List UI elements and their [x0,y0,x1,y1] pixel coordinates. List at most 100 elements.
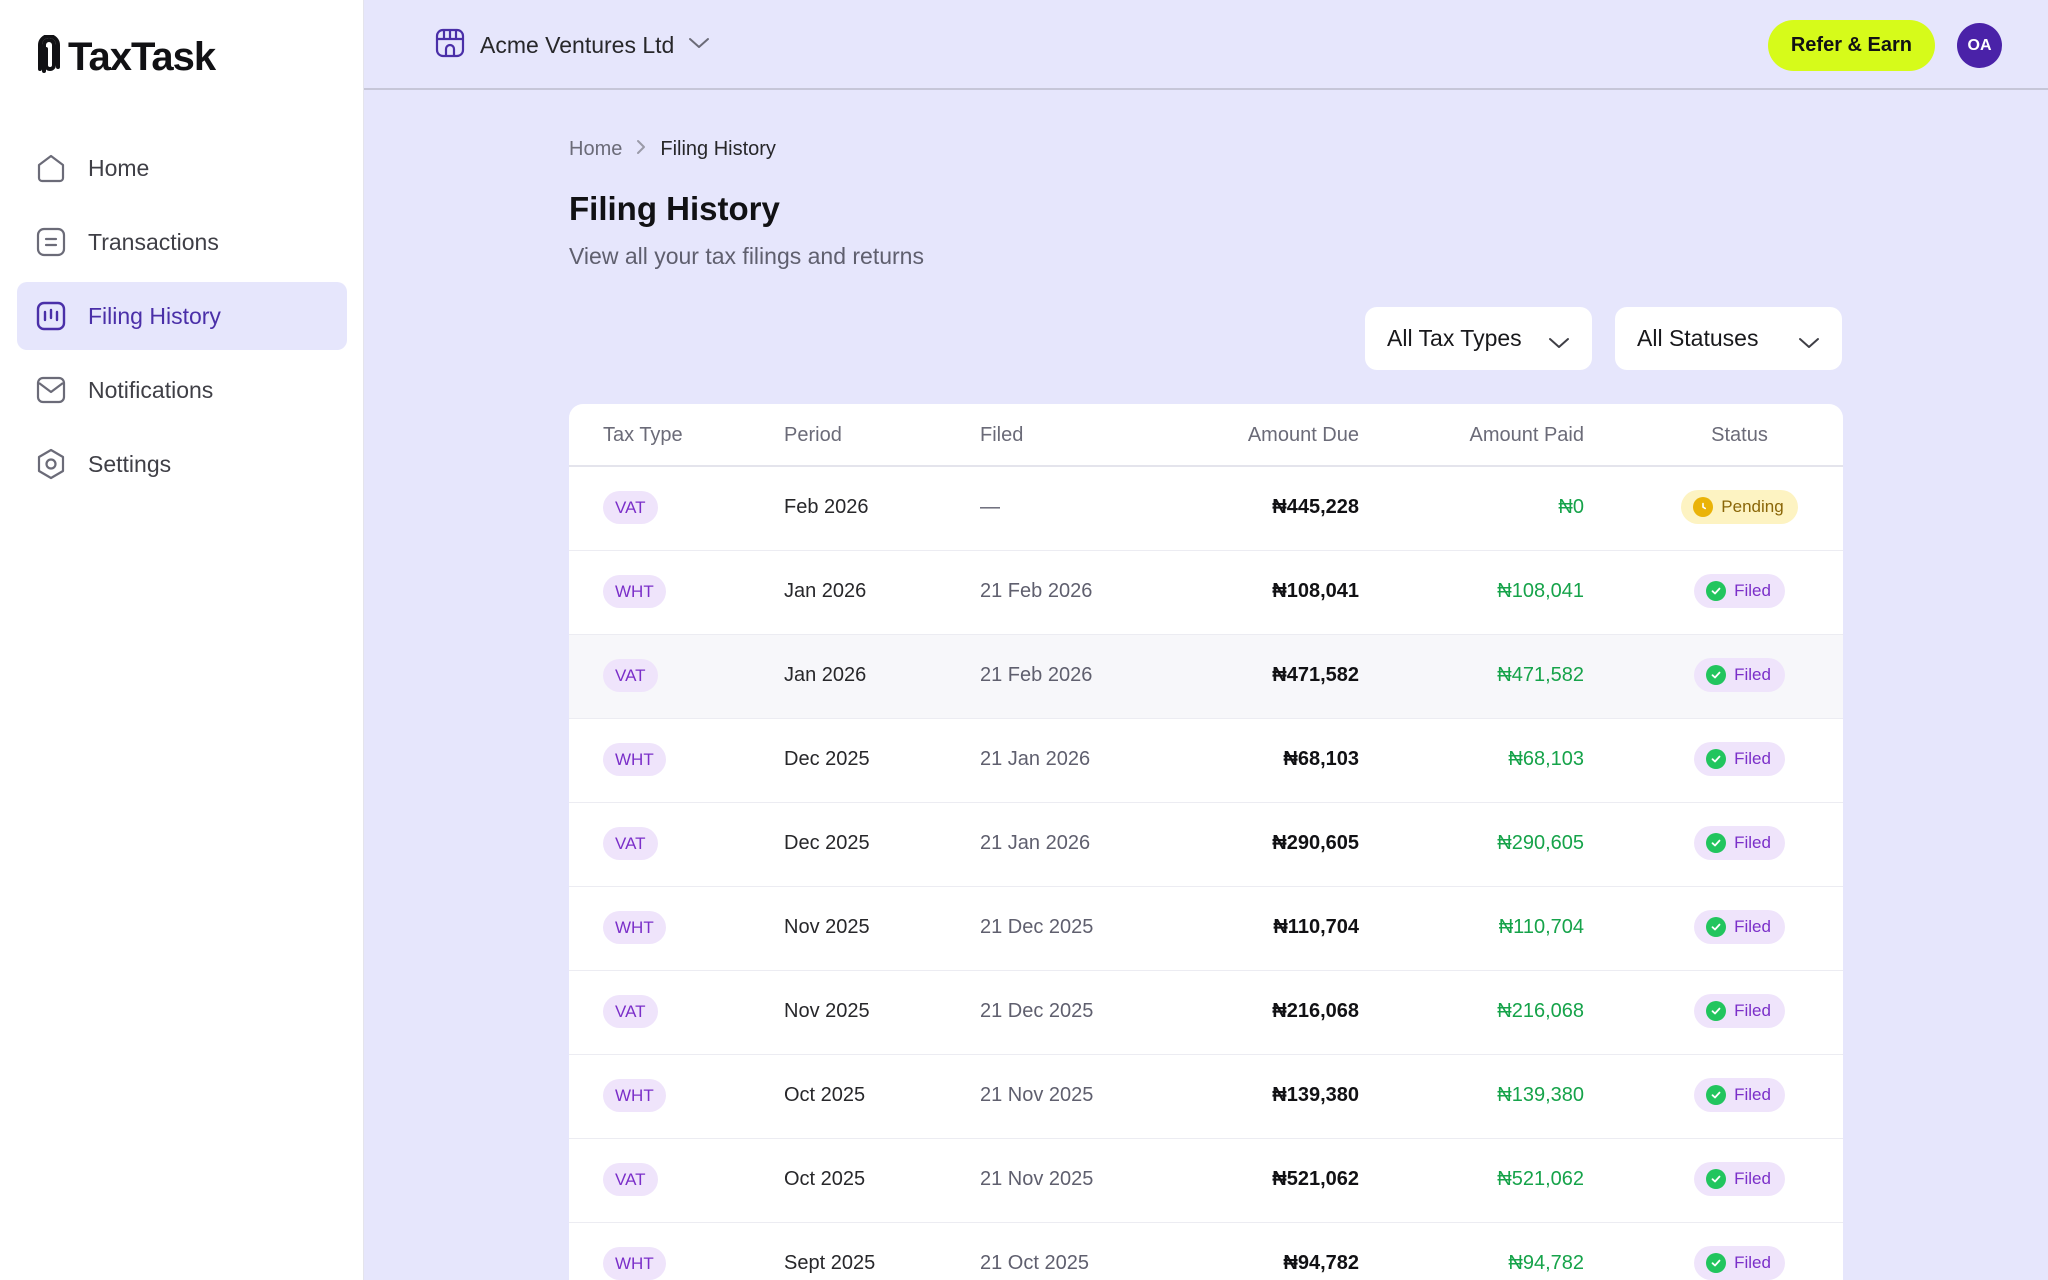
tax-type-tag: VAT [603,659,658,692]
filed-date-cell: — [980,496,1000,518]
page-title: Filing History [569,190,780,227]
table-row[interactable]: WHT Jan 2026 21 Feb 2026 ₦108,041 ₦108,0… [569,551,1843,635]
avatar[interactable]: OA [1957,23,2002,68]
amount-due-cell: ₦94,782 [1283,1252,1359,1274]
breadcrumb-home-link[interactable]: Home [569,138,623,160]
tax-type-tag: VAT [603,1163,658,1196]
page-subtitle: View all your tax filings and returns [569,243,924,269]
check-circle-icon [1706,1253,1727,1273]
period-cell: Dec 2025 [784,748,870,770]
status-badge: Filed [1694,994,1785,1028]
amount-paid-cell: ₦108,041 [1497,580,1584,602]
status-cell: Filed [1653,658,1826,692]
table-row[interactable]: WHT Sept 2025 21 Oct 2025 ₦94,782 ₦94,78… [569,1223,1843,1280]
filed-date-cell: 21 Nov 2025 [980,1084,1094,1106]
status-badge: Filed [1694,658,1785,692]
tax-type-filter-select[interactable]: All Tax Types [1365,307,1592,370]
breadcrumb: Home Filing History [569,138,776,161]
period-cell: Jan 2026 [784,580,867,602]
tax-type-tag: WHT [603,1079,666,1112]
column-header-tax-type: Tax Type [603,424,683,446]
table-row[interactable]: VAT Jan 2026 21 Feb 2026 ₦471,582 ₦471,5… [569,635,1843,719]
sidebar-item-label: Settings [88,450,172,477]
chevron-right-icon [636,138,646,161]
table-row[interactable]: WHT Nov 2025 21 Dec 2025 ₦110,704 ₦110,7… [569,887,1843,971]
amount-paid-cell: ₦471,582 [1497,664,1584,686]
period-cell: Sept 2025 [784,1252,876,1274]
filed-date-cell: 21 Feb 2026 [980,664,1093,686]
amount-paid-cell: ₦0 [1558,496,1584,518]
status-filter-select[interactable]: All Statuses [1615,307,1842,370]
status-label: Filed [1734,665,1771,684]
status-label: Filed [1734,1085,1771,1104]
tax-type-cell: WHT [603,1079,666,1112]
status-badge: Filed [1694,1162,1785,1196]
status-label: Filed [1734,749,1771,768]
filed-date-cell: 21 Dec 2025 [980,916,1094,938]
clock-icon [1693,497,1714,517]
amount-due-cell: ₦108,041 [1272,580,1359,602]
status-badge: Filed [1694,826,1785,860]
status-cell: Filed [1653,994,1826,1028]
tax-type-tag: WHT [603,575,666,608]
refer-and-earn-button[interactable]: Refer & Earn [1767,20,1935,71]
tax-type-cell: WHT [603,1247,666,1280]
tax-type-tag: WHT [603,1247,666,1280]
tax-type-tag: WHT [603,911,666,944]
filed-date-cell: 21 Nov 2025 [980,1168,1094,1190]
amount-due-cell: ₦110,704 [1273,916,1359,938]
check-circle-icon [1706,833,1727,853]
column-header-amount-due: Amount Due [1247,424,1359,446]
top-bar: Acme Ventures Ltd Refer & Earn OA [364,0,2048,90]
sidebar-item-filing-history[interactable]: Filing History [17,282,347,350]
tax-type-tag: VAT [603,995,658,1028]
app-name: TaxTask [68,34,216,79]
table-row[interactable]: WHT Oct 2025 21 Nov 2025 ₦139,380 ₦139,3… [569,1055,1843,1139]
status-label: Filed [1734,917,1771,936]
column-header-period: Period [784,424,842,446]
table-row[interactable]: WHT Dec 2025 21 Jan 2026 ₦68,103 ₦68,103… [569,719,1843,803]
gear-icon [34,447,68,481]
sidebar-item-transactions[interactable]: Transactions [17,208,347,276]
period-cell: Nov 2025 [784,1000,870,1022]
company-name: Acme Ventures Ltd [480,32,675,58]
sidebar-item-notifications[interactable]: Notifications [17,356,347,424]
status-cell: Filed [1653,910,1826,944]
status-label: Filed [1734,1001,1771,1020]
status-filter-value: All Statuses [1637,325,1759,351]
status-badge: Filed [1694,1078,1785,1112]
table-row[interactable]: VAT Feb 2026 — ₦445,228 ₦0 Pending [569,467,1843,551]
amount-paid-cell: ₦290,605 [1497,832,1584,854]
check-circle-icon [1706,581,1727,601]
sidebar-item-settings[interactable]: Settings [17,430,347,498]
tax-type-cell: VAT [603,1163,658,1196]
check-circle-icon [1706,665,1727,685]
check-circle-icon [1706,749,1727,769]
app-logo[interactable]: TaxTask [36,33,216,79]
period-cell: Oct 2025 [784,1168,866,1190]
check-circle-icon [1706,1169,1727,1189]
filed-date-cell: 21 Jan 2026 [980,748,1091,770]
filed-date-cell: 21 Jan 2026 [980,832,1091,854]
status-cell: Filed [1653,574,1826,608]
amount-paid-cell: ₦94,782 [1508,1252,1584,1274]
sidebar-item-label: Notifications [88,376,214,403]
status-cell: Pending [1653,490,1826,524]
filing-history-table: Tax Type Period Filed Amount Due Amount … [569,404,1843,1280]
home-icon [34,151,68,185]
amount-due-cell: ₦139,380 [1272,1084,1359,1106]
tax-type-cell: VAT [603,659,658,692]
table-row[interactable]: VAT Nov 2025 21 Dec 2025 ₦216,068 ₦216,0… [569,971,1843,1055]
column-header-filed: Filed [980,424,1024,446]
status-badge: Filed [1694,1246,1785,1280]
chevron-down-icon [1548,329,1570,356]
table-row[interactable]: VAT Dec 2025 21 Jan 2026 ₦290,605 ₦290,6… [569,803,1843,887]
company-switcher[interactable]: Acme Ventures Ltd [434,27,710,64]
period-cell: Jan 2026 [784,664,867,686]
sidebar-item-home[interactable]: Home [17,134,347,202]
tax-type-cell: WHT [603,911,666,944]
sidebar-nav: Home Transactions Filing Hi [17,134,347,504]
table-row[interactable]: VAT Oct 2025 21 Nov 2025 ₦521,062 ₦521,0… [569,1139,1843,1223]
status-cell: Filed [1653,1078,1826,1112]
status-badge: Filed [1694,574,1785,608]
